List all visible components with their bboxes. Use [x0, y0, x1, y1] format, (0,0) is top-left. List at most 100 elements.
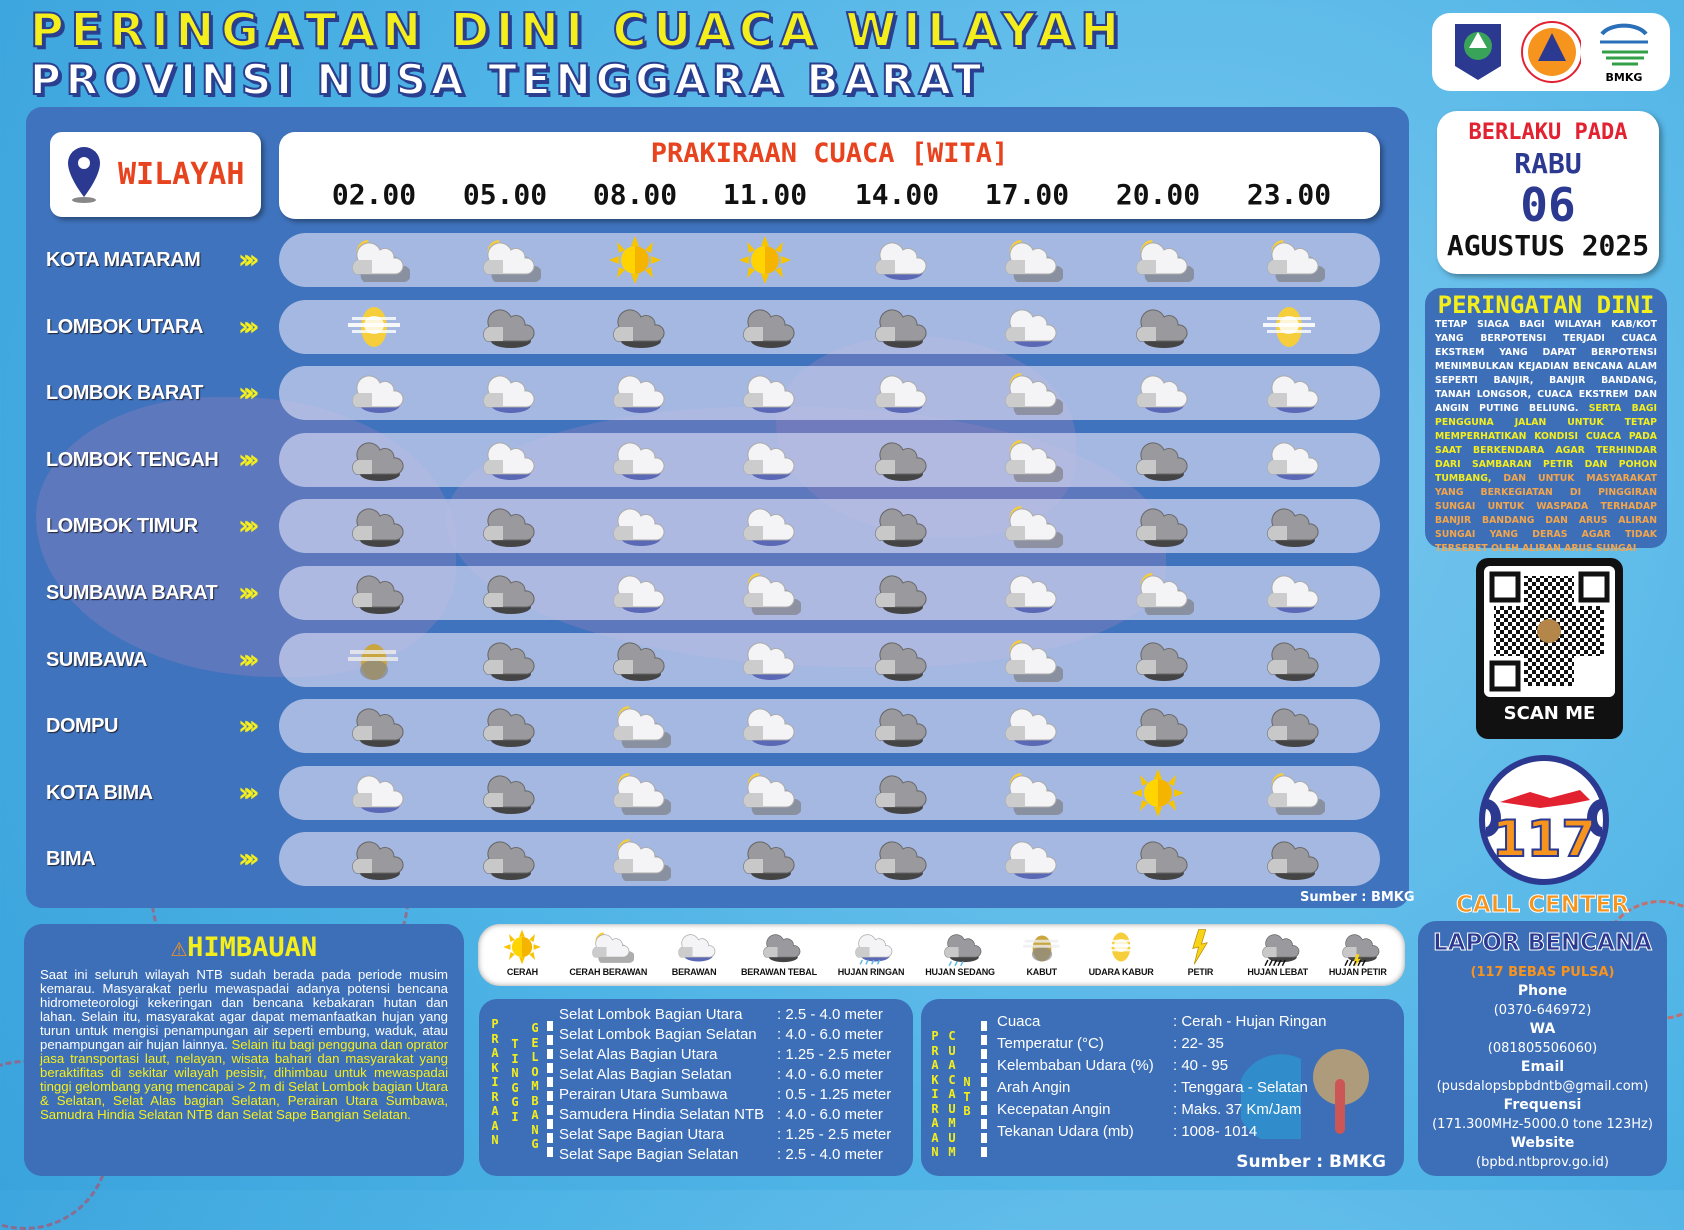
contact-value[interactable]: (081805506060)	[1487, 1041, 1598, 1056]
forecast-source: Sumber : BMKG	[1300, 890, 1415, 905]
forecast-row	[279, 432, 1380, 487]
wave-title-word: PRAKIRAAN	[491, 1017, 499, 1147]
thick-cloud-icon	[1267, 642, 1319, 682]
thick-cloud-icon	[875, 708, 927, 748]
wave-forecast-box: PRAKIRAAN TINGGI GELOMBANG Selat Lombok …	[479, 999, 913, 1176]
cloud-icon	[1005, 309, 1057, 348]
thick-cloud-icon	[352, 442, 404, 482]
thick-cloud-icon	[875, 309, 927, 349]
general-value: : Cerah - Hujan Ringan	[1173, 1013, 1327, 1030]
call-center-number: 117	[1492, 810, 1596, 868]
thick-cloud-icon	[763, 934, 801, 963]
advisory-title: ⚠HIMBAUAN	[170, 932, 318, 963]
time-slot: 23.00	[1246, 178, 1332, 211]
haze-icon	[1102, 932, 1140, 962]
time-slot: 20.00	[1115, 178, 1201, 211]
time-slot: 14.00	[854, 178, 940, 211]
region-label: LOMBOK TENGAH	[46, 448, 219, 471]
forecast-row	[279, 832, 1380, 887]
contact-value[interactable]: (171.300MHz-5000.0 tone 123Hz)	[1432, 1117, 1653, 1132]
general-label: Kecepatan Angin	[997, 1101, 1111, 1118]
double-chevron-right-icon: »»	[238, 511, 259, 542]
thick-cloud-icon	[483, 309, 535, 349]
double-chevron-right-icon: »»	[238, 311, 259, 342]
sun-thermometer-icon	[1241, 1049, 1369, 1139]
legend-item: HUJAN SEDANG	[917, 928, 1003, 982]
cloud-icon	[613, 508, 665, 547]
contact-label: Website	[1510, 1135, 1575, 1151]
advisory-text: Saat ini seluruh wilayah NTB sudah berad…	[40, 967, 448, 1122]
cloud-icon	[613, 575, 665, 614]
sun-cloud-icon	[1267, 772, 1325, 816]
light-rain-icon	[845, 928, 897, 966]
ntb-province-emblem-icon	[1448, 20, 1508, 84]
validity-label: BERLAKU PADA	[1468, 120, 1628, 145]
legend-label: UDARA KABUR	[1088, 967, 1154, 977]
double-chevron-right-icon: »»	[238, 844, 259, 875]
forecast-row	[279, 566, 1380, 620]
cloud-icon	[875, 242, 927, 281]
contact-value[interactable]: (bpbd.ntbprov.go.id)	[1476, 1155, 1609, 1170]
legend-item: CERAH	[488, 928, 557, 982]
legend-item: HUJAN PETIR	[1320, 928, 1395, 982]
wave-area: Selat Alas Bagian Selatan	[559, 1066, 732, 1083]
contact-value[interactable]: (pusdalopsbpbdntb@gmail.com)	[1436, 1079, 1649, 1094]
forecast-row	[279, 499, 1380, 554]
cloud-icon	[1005, 708, 1057, 747]
thick-cloud-icon	[1136, 841, 1188, 881]
double-chevron-right-icon: »»	[238, 644, 259, 675]
wave-area: Selat Sape Bagian Utara	[559, 1126, 725, 1143]
general-title-word: NTB	[963, 1075, 971, 1118]
bpbd-logo-icon	[1520, 20, 1581, 84]
wave-height: : 1.25 - 2.5 meter	[777, 1126, 892, 1143]
weather-legend: CERAH CERAH BERAWAN BERAWAN BERAWAN TEBAL HU…	[478, 924, 1405, 986]
thick-cloud-icon	[875, 508, 927, 548]
cloud-icon	[613, 375, 665, 414]
thick-cloud-icon	[352, 841, 404, 881]
early-warning-text: TETAP SIAGA BAGI WILAYAH KAB/KOT YANG BE…	[1435, 319, 1657, 554]
region-label: BIMA	[46, 848, 96, 871]
legend-item: HUJAN RINGAN	[829, 928, 912, 982]
haze-icon	[1263, 306, 1315, 347]
validity-day: RABU	[1514, 147, 1582, 180]
wave-height: : 4.0 - 6.0 meter	[777, 1026, 883, 1043]
general-source: Sumber : BMKG	[1236, 1152, 1386, 1172]
early-warning-title: PERINGATAN DINI	[1437, 291, 1655, 319]
double-chevron-right-icon: »»	[238, 378, 259, 409]
cloud-icon	[1267, 375, 1319, 414]
call-center-title: CALL CENTER	[1456, 892, 1630, 919]
validity-month-year: AGUSTUS 2025	[1446, 229, 1650, 262]
thick-cloud-icon	[352, 575, 404, 615]
legend-item: UDARA KABUR	[1080, 928, 1162, 982]
cloud-icon	[743, 642, 795, 681]
thick-cloud-icon	[875, 442, 927, 482]
region-label: KOTA MATARAM	[46, 249, 201, 271]
legend-label: BERAWAN	[671, 967, 717, 977]
time-slot: 17.00	[984, 178, 1070, 211]
legend-label: KABUT	[1026, 967, 1057, 977]
sun-cloud-icon	[1005, 372, 1063, 416]
legend-label: HUJAN RINGAN	[837, 967, 905, 977]
cloud-icon	[483, 442, 535, 481]
thick-cloud-icon	[613, 642, 665, 682]
thick-cloud-icon	[1136, 708, 1188, 748]
wave-area: Selat Sape Bagian Selatan	[559, 1146, 739, 1163]
legend-item: KABUT	[1007, 928, 1076, 982]
double-chevron-right-icon: »»	[238, 444, 259, 475]
region-label: KOTA BIMA	[46, 781, 153, 804]
thick-cloud-icon	[613, 309, 665, 349]
time-slot: 05.00	[462, 178, 548, 211]
lightning-icon	[1192, 929, 1209, 965]
region-label: SUMBAWA	[46, 648, 147, 671]
sun-cloud-icon	[613, 772, 671, 816]
general-title-word: PRAKIRAAN	[931, 1029, 939, 1159]
contact-label: Email	[1520, 1059, 1565, 1075]
thick-cloud-icon	[875, 775, 927, 815]
qr-code[interactable]: SCAN ME	[1476, 558, 1623, 739]
wave-height: : 0.5 - 1.25 meter	[777, 1086, 892, 1103]
cloud-icon	[875, 375, 927, 414]
logo-bar: BMKG	[1432, 13, 1670, 91]
legend-label: PETIR	[1187, 967, 1214, 977]
time-slot: 08.00	[592, 178, 678, 211]
call-center-117-logo: 117	[1466, 752, 1622, 892]
